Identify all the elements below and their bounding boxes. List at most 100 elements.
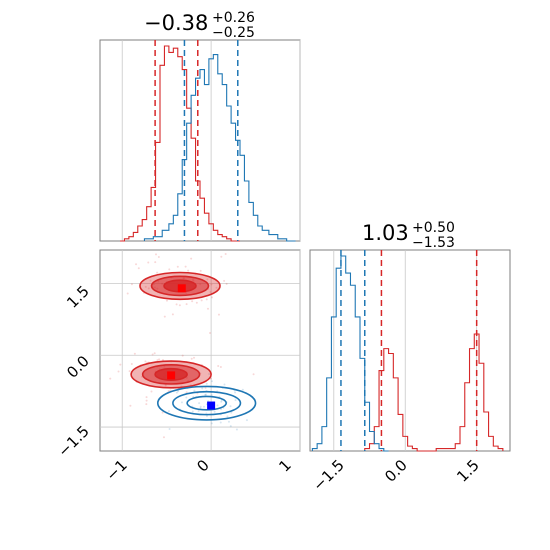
scatter-point-red bbox=[153, 352, 156, 355]
scatter-point-red bbox=[133, 352, 136, 355]
scatter-point-red bbox=[150, 390, 153, 393]
scatter-point-red bbox=[164, 384, 167, 387]
scatter-point-blue bbox=[210, 380, 213, 383]
scatter-point-red bbox=[220, 255, 223, 258]
title-value: 1.03 bbox=[362, 221, 409, 245]
scatter-point-blue bbox=[205, 415, 208, 418]
scatter-point-blue bbox=[175, 391, 178, 394]
scatter-point-red bbox=[217, 313, 220, 316]
scatter-point-blue bbox=[229, 425, 232, 428]
scatter-point-red bbox=[144, 360, 147, 363]
scatter-point-red bbox=[193, 356, 196, 359]
scatter-point-red bbox=[126, 292, 129, 295]
scatter-point-red bbox=[157, 256, 160, 259]
tick-label-y-joint: −1.5 bbox=[54, 422, 92, 460]
point-marker-red bbox=[167, 371, 176, 380]
title-sup: +0.50 bbox=[412, 220, 455, 236]
contour-blue bbox=[156, 385, 257, 421]
scatter-point-blue bbox=[226, 415, 229, 418]
scatter-point-red bbox=[195, 301, 198, 304]
scatter-point-red bbox=[209, 331, 212, 334]
tick-label-y-joint: 0.0 bbox=[63, 352, 93, 382]
scatter-point-red bbox=[224, 253, 227, 256]
scatter-point-red bbox=[217, 365, 220, 368]
title-marginal-x1: −0.38 +0.26 −0.25 bbox=[144, 10, 255, 41]
scatter-point-red bbox=[156, 271, 159, 274]
scatter-point-blue bbox=[234, 391, 237, 394]
scatter-point-red bbox=[147, 287, 150, 290]
scatter-point-blue bbox=[229, 405, 232, 408]
title-sup: +0.26 bbox=[212, 10, 255, 26]
scatter-point-blue bbox=[177, 390, 180, 393]
scatter-point-red bbox=[225, 282, 228, 285]
scatter-point-red bbox=[185, 391, 188, 394]
scatter-point-blue bbox=[168, 427, 171, 430]
plot-area-joint bbox=[100, 250, 301, 451]
scatter-point-red bbox=[145, 399, 148, 402]
scatter-point-blue bbox=[197, 410, 200, 413]
scatter-point-red bbox=[252, 373, 255, 376]
scatter-point-red bbox=[149, 279, 152, 282]
scatter-point-red bbox=[135, 263, 138, 266]
scatter-point-blue bbox=[241, 388, 244, 391]
scatter-point-red bbox=[161, 411, 164, 414]
scatter-point-red bbox=[191, 300, 194, 303]
scatter-point-red bbox=[119, 363, 122, 366]
scatter-point-red bbox=[223, 279, 226, 282]
scatter-point-red bbox=[109, 377, 112, 380]
scatter-point-red bbox=[199, 269, 202, 272]
scatter-point-blue bbox=[210, 422, 213, 425]
scatter-point-blue bbox=[205, 382, 208, 385]
plot-area-marginal-x2 bbox=[311, 250, 504, 452]
scatter-point-red bbox=[211, 296, 214, 299]
tick-label-x-marginal-x2: 1.5 bbox=[453, 456, 483, 486]
contour-blue bbox=[172, 390, 242, 416]
title-marginal-x2: 1.03 +0.50 −1.53 bbox=[362, 220, 455, 251]
scatter-point-blue bbox=[223, 383, 226, 386]
scatter-point-red bbox=[144, 285, 147, 288]
tick-label-x-joint: 0 bbox=[193, 456, 212, 475]
scatter-point-red bbox=[206, 278, 209, 281]
histogram-red bbox=[120, 45, 240, 242]
scatter-point-blue bbox=[216, 404, 219, 407]
scatter-point-blue bbox=[204, 393, 207, 396]
scatter-point-red bbox=[171, 313, 174, 316]
scatter-point-red bbox=[209, 290, 212, 293]
scatter-point-red bbox=[210, 283, 213, 286]
scatter-point-blue bbox=[203, 405, 206, 408]
scatter-point-red bbox=[175, 303, 178, 306]
scatter-point-blue bbox=[235, 428, 238, 431]
histogram-blue bbox=[311, 255, 389, 452]
scatter-point-red bbox=[145, 396, 148, 399]
scatter-point-red bbox=[215, 286, 218, 289]
scatter-point-red bbox=[158, 358, 161, 361]
scatter-point-red bbox=[128, 370, 131, 373]
scatter-point-red bbox=[168, 268, 171, 271]
title-sub: −0.25 bbox=[212, 25, 255, 41]
scatter-point-blue bbox=[210, 394, 213, 397]
tick-label-y-joint: 1.5 bbox=[63, 282, 93, 312]
scatter-point-red bbox=[117, 370, 120, 373]
scatter-point-red bbox=[190, 357, 193, 360]
scatter-point-blue bbox=[220, 400, 223, 403]
scatter-point-blue bbox=[219, 421, 222, 424]
scatter-point-blue bbox=[180, 401, 183, 404]
scatter-point-blue bbox=[201, 387, 204, 390]
point-marker-red bbox=[177, 284, 186, 293]
scatter-point-blue bbox=[167, 410, 170, 413]
scatter-point-red bbox=[178, 304, 181, 307]
scatter-point-red bbox=[154, 261, 157, 264]
plot-area-marginal-x1 bbox=[120, 40, 301, 242]
scatter-point-red bbox=[137, 267, 140, 270]
scatter-point-red bbox=[167, 390, 170, 393]
scatter-point-red bbox=[129, 404, 132, 407]
scatter-point-blue bbox=[204, 393, 207, 396]
tick-label-x-marginal-x2: −1.5 bbox=[309, 456, 347, 494]
scatter-point-red bbox=[205, 298, 208, 301]
scatter-point-blue bbox=[220, 408, 223, 411]
scatter-point-red bbox=[130, 283, 133, 286]
scatter-point-blue bbox=[199, 405, 202, 408]
contour-blue bbox=[186, 395, 228, 411]
tick-label-x-marginal-x2: 0.0 bbox=[381, 456, 411, 486]
